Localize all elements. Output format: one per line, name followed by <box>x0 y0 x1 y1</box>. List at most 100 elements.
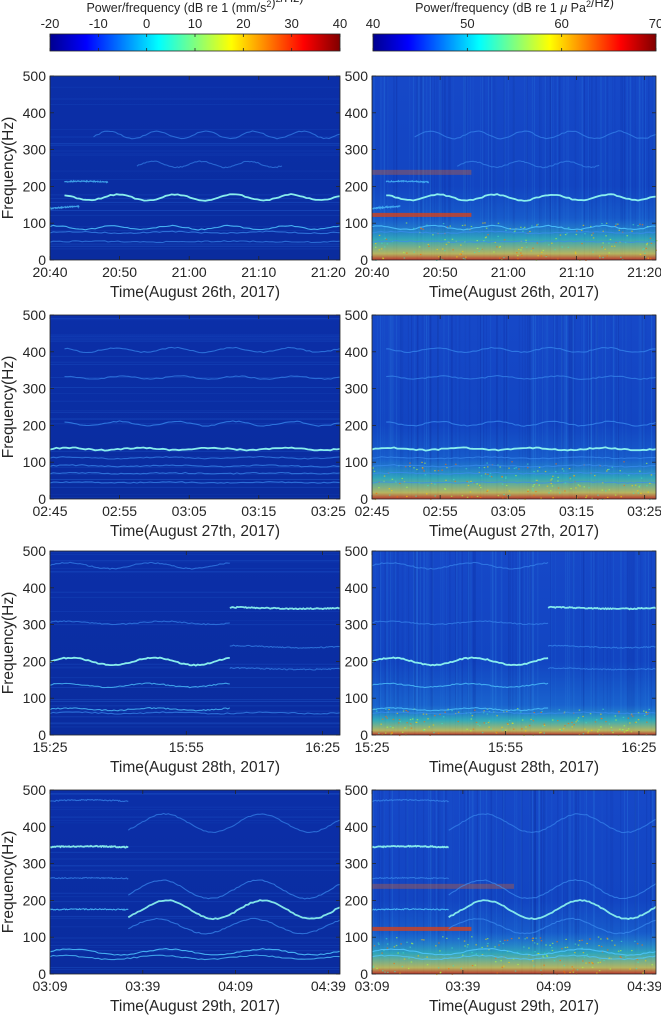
x-tick-label: 02:55 <box>102 503 137 519</box>
x-tick-label: 20:50 <box>102 264 137 280</box>
x-axis-label: Time(August 28th, 2017) <box>110 759 280 776</box>
x-tick-label: 03:39 <box>445 978 480 994</box>
colorbar-label: Power/frequency (dB re 1 μ Pa2/Hz) <box>415 0 614 15</box>
x-tick-label: 04:09 <box>218 978 253 994</box>
y-tick-label: 300 <box>23 381 47 397</box>
x-tick-label: 04:09 <box>536 978 571 994</box>
x-tick-label: 16:25 <box>621 739 656 755</box>
y-tick-label: 0 <box>360 252 368 268</box>
y-tick-label: 0 <box>38 727 46 743</box>
colorbar-right: 40 50 60 70 Power/frequency (dB re 1 μ Pa2/H… <box>366 0 661 52</box>
x-tick-label: 21:10 <box>241 264 276 280</box>
y-tick-label: 400 <box>345 580 369 596</box>
colorbar-tick-label: 20 <box>236 16 250 31</box>
colorbar-tick-label: 70 <box>649 16 661 31</box>
x-tick-label: 03:09 <box>354 978 389 994</box>
y-tick-label: 100 <box>345 215 369 231</box>
x-tick-label: 15:25 <box>354 739 389 755</box>
y-axis-label: Frequency(Hz) <box>0 831 17 934</box>
y-axis-label: Frequency(Hz) <box>0 592 17 695</box>
colorbar-tick-label: -10 <box>89 16 108 31</box>
x-tick-label: 03:39 <box>125 978 160 994</box>
y-tick-label: 300 <box>23 142 47 158</box>
x-tick-label: 21:20 <box>311 264 346 280</box>
x-tick-label: 21:00 <box>491 264 526 280</box>
y-tick-label: 400 <box>345 105 369 121</box>
colorbar-label: Power/frequency (dB re 1 (mm/s2)2/Hz) <box>86 0 303 15</box>
y-tick-label: 400 <box>345 819 369 835</box>
y-tick-label: 200 <box>345 417 369 433</box>
y-tick-label: 0 <box>360 966 368 982</box>
y-tick-label: 300 <box>23 617 47 633</box>
colorbar-tick-label: 10 <box>188 16 202 31</box>
x-tick-label: 15:55 <box>169 739 204 755</box>
y-tick-label: 200 <box>345 178 369 194</box>
x-tick-label: 04:39 <box>311 978 346 994</box>
x-tick-label: 02:45 <box>32 503 67 519</box>
y-tick-label: 100 <box>345 929 369 945</box>
spectrogram-panel-acoustic-3 <box>371 550 657 737</box>
x-tick-label: 16:25 <box>305 739 340 755</box>
colorbar-tick-label: 30 <box>284 16 298 31</box>
y-tick-label: 0 <box>38 966 46 982</box>
x-axis-label: Time(August 28th, 2017) <box>429 759 599 776</box>
y-tick-label: 500 <box>23 543 47 559</box>
colorbar-left: -20 -10 0 10 20 30 40 Power/frequency (dB re 1 … <box>41 0 347 52</box>
y-tick-label: 0 <box>38 491 46 507</box>
y-tick-label: 300 <box>345 856 369 872</box>
x-tick-label: 03:05 <box>172 503 207 519</box>
colorbar-tick-label: 40 <box>366 16 380 31</box>
x-tick-label: 21:20 <box>627 264 661 280</box>
y-tick-label: 100 <box>345 690 369 706</box>
y-tick-label: 500 <box>23 782 47 798</box>
x-tick-label: 03:15 <box>559 503 594 519</box>
x-axis-label: Time(August 26th, 2017) <box>110 284 280 301</box>
y-tick-label: 400 <box>23 819 47 835</box>
y-tick-label: 200 <box>345 653 369 669</box>
y-tick-label: 100 <box>23 690 47 706</box>
x-axis-label: Time(August 29th, 2017) <box>110 998 280 1015</box>
y-tick-label: 500 <box>345 68 369 84</box>
y-tick-label: 300 <box>345 142 369 158</box>
y-tick-label: 400 <box>23 580 47 596</box>
y-axis-label: Frequency(Hz) <box>0 356 17 459</box>
y-tick-label: 500 <box>345 307 369 323</box>
y-tick-label: 400 <box>23 344 47 360</box>
y-tick-label: 200 <box>345 892 369 908</box>
spectrogram-panel-vibration-1 <box>49 75 341 261</box>
x-tick-label: 02:55 <box>423 503 458 519</box>
y-tick-label: 200 <box>23 417 47 433</box>
y-tick-label: 100 <box>23 215 47 231</box>
y-tick-label: 500 <box>23 68 47 84</box>
x-tick-label: 21:00 <box>172 264 207 280</box>
colorbar-tick-label: 60 <box>554 16 568 31</box>
x-axis-label: Time(August 29th, 2017) <box>429 998 599 1015</box>
y-tick-label: 0 <box>38 252 46 268</box>
y-tick-label: 400 <box>23 105 47 121</box>
spectrogram-panel-vibration-2 <box>49 314 341 500</box>
x-tick-label: 03:09 <box>32 978 67 994</box>
x-tick-label: 15:25 <box>32 739 67 755</box>
colorbar-tick-label: 40 <box>333 16 347 31</box>
x-tick-label: 03:25 <box>627 503 661 519</box>
y-tick-label: 500 <box>23 307 47 323</box>
y-axis-label: Frequency(Hz) <box>0 117 17 220</box>
y-tick-label: 200 <box>23 892 47 908</box>
y-tick-label: 200 <box>23 653 47 669</box>
spectrogram-panel-vibration-4 <box>49 789 341 975</box>
y-tick-label: 0 <box>360 491 368 507</box>
x-tick-label: 03:15 <box>241 503 276 519</box>
y-tick-label: 100 <box>345 454 369 470</box>
x-tick-label: 03:05 <box>491 503 526 519</box>
colorbar-tick-label: 0 <box>143 16 150 31</box>
y-tick-label: 400 <box>345 344 369 360</box>
spectrogram-panel-acoustic-4 <box>371 789 657 976</box>
x-axis-label: Time(August 27th, 2017) <box>429 523 599 540</box>
y-tick-label: 100 <box>23 454 47 470</box>
x-tick-label: 15:55 <box>488 739 523 755</box>
x-tick-label: 20:40 <box>32 264 67 280</box>
colorbar-tick-label: 50 <box>460 16 474 31</box>
y-tick-label: 500 <box>345 782 369 798</box>
spectrogram-panel-acoustic-2 <box>371 314 657 501</box>
